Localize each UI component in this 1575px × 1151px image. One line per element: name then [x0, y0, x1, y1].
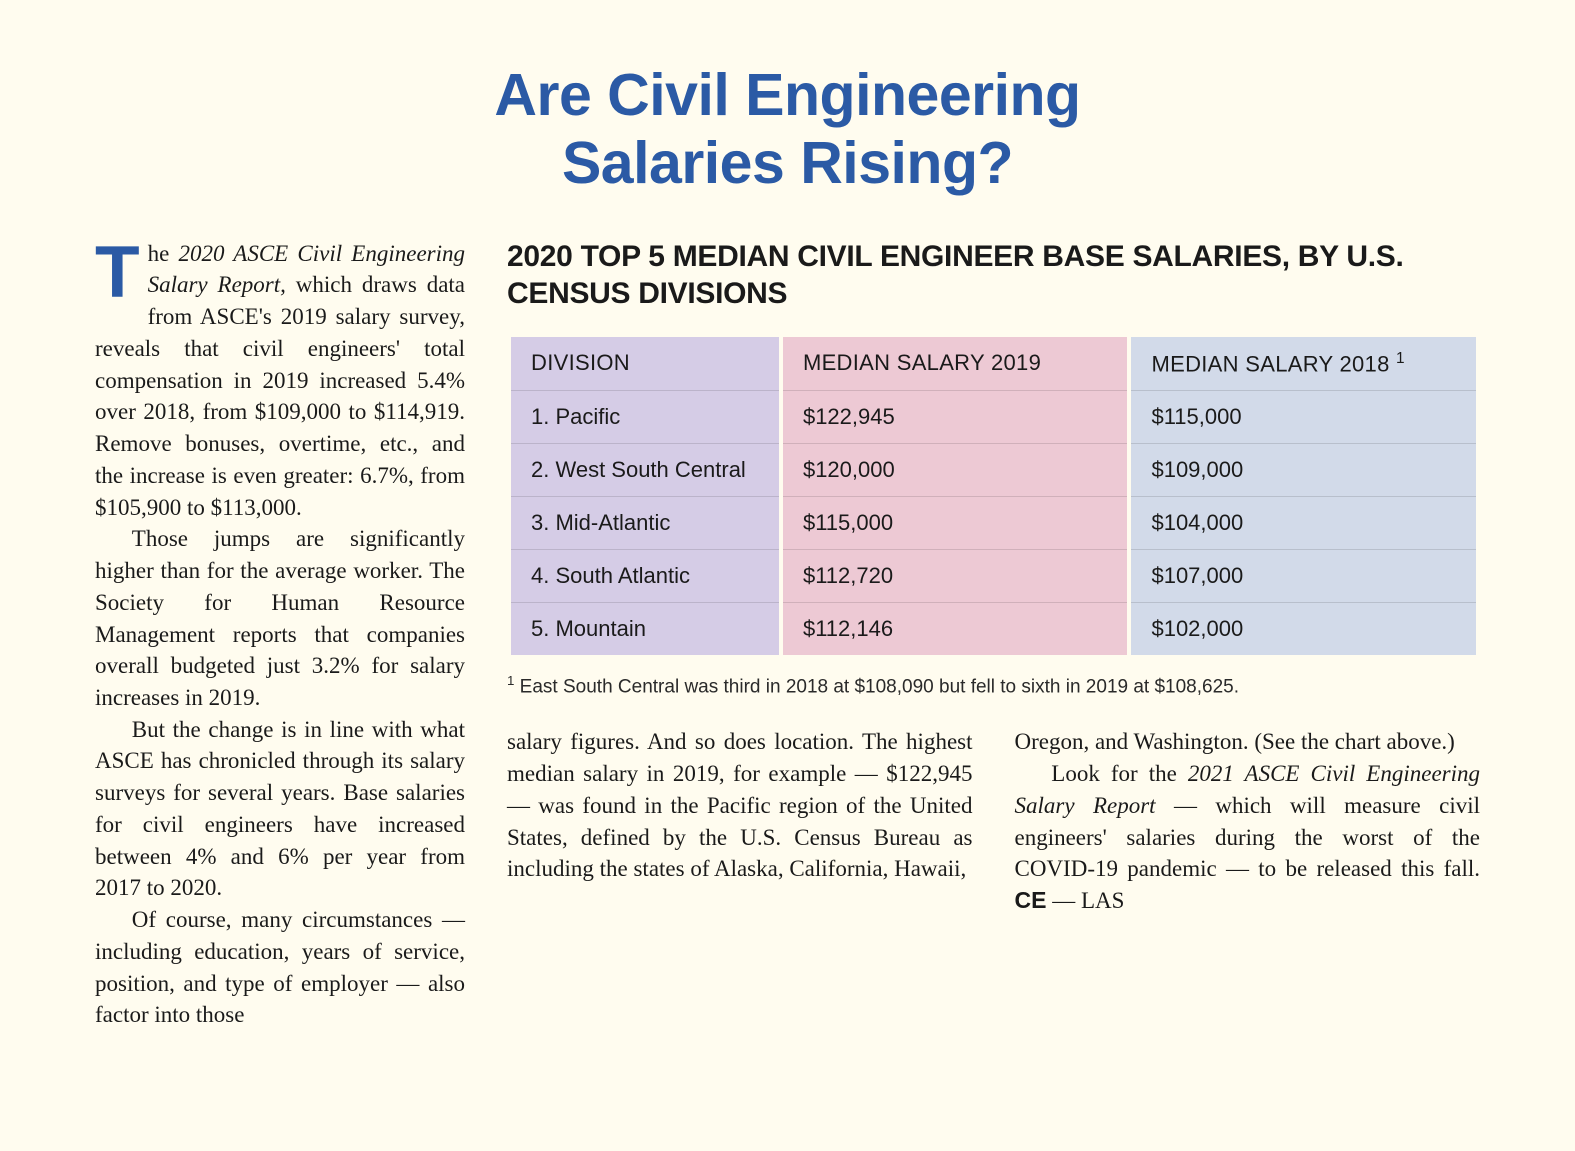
cell-division: 3. Mid-Atlantic [511, 496, 779, 549]
ce-mark: CE [1015, 887, 1047, 913]
paragraph-2: Those jumps are significantly higher tha… [95, 523, 465, 713]
cell-2018: $115,000 [1131, 390, 1476, 443]
cell-division: 5. Mountain [511, 602, 779, 655]
cell-2019: $112,146 [783, 602, 1128, 655]
col-header-2018-text: MEDIAN SALARY 2018 [1151, 351, 1396, 376]
table-row: 1. Pacific $122,945 $115,000 [511, 390, 1476, 443]
table-row: 2. West South Central $120,000 $109,000 [511, 443, 1476, 496]
table-row: 4. South Atlantic $112,720 $107,000 [511, 549, 1476, 602]
cell-2019: $120,000 [783, 443, 1128, 496]
title-line-1: Are Civil Engineering [494, 62, 1080, 128]
cell-2018: $104,000 [1131, 496, 1476, 549]
cell-2018: $107,000 [1131, 549, 1476, 602]
left-column: The 2020 ASCE Civil Engineering Salary R… [95, 238, 465, 1031]
paragraph-4-cont2: Oregon, and Washington. (See the chart a… [1015, 726, 1481, 758]
bottom-columns: salary figures. And so does location. Th… [507, 726, 1480, 916]
table-row: 3. Mid-Atlantic $115,000 $104,000 [511, 496, 1476, 549]
col-header-2019: MEDIAN SALARY 2019 [783, 337, 1128, 390]
cell-division: 2. West South Central [511, 443, 779, 496]
cell-2019: $115,000 [783, 496, 1128, 549]
title-line-2: Salaries Rising? [562, 130, 1013, 196]
cell-2018: $102,000 [1131, 602, 1476, 655]
paragraph-5: Look for the 2021 ASCE Civil Engineering… [1015, 758, 1481, 917]
cell-2019: $112,720 [783, 549, 1128, 602]
cell-2019: $122,945 [783, 390, 1128, 443]
p1-text-a: he [148, 241, 179, 266]
col-header-2018: MEDIAN SALARY 2018 1 [1131, 337, 1476, 390]
article-page: Are Civil Engineering Salaries Rising? T… [0, 0, 1575, 1151]
cell-2018: $109,000 [1131, 443, 1476, 496]
bottom-col-mid: salary figures. And so does location. Th… [507, 726, 973, 916]
table-row: 5. Mountain $112,146 $102,000 [511, 602, 1476, 655]
footnote-text: East South Central was third in 2018 at … [514, 676, 1239, 697]
article-title: Are Civil Engineering Salaries Rising? [95, 62, 1480, 198]
p5-signature: — LAS [1046, 888, 1124, 913]
paragraph-4: Of course, many circumstances — includin… [95, 904, 465, 1031]
table-title: 2020 TOP 5 MEDIAN CIVIL ENGINEER BASE SA… [507, 238, 1480, 313]
right-column: 2020 TOP 5 MEDIAN CIVIL ENGINEER BASE SA… [507, 238, 1480, 1031]
cell-division: 4. South Atlantic [511, 549, 779, 602]
bottom-col-right: Oregon, and Washington. (See the chart a… [1015, 726, 1481, 916]
salary-table: DIVISION MEDIAN SALARY 2019 MEDIAN SALAR… [507, 337, 1480, 655]
p1-text-b: which draws data from ASCE's 2019 salary… [95, 272, 465, 519]
table-footnote: 1 East South Central was third in 2018 a… [507, 673, 1480, 698]
paragraph-4-cont: salary figures. And so does location. Th… [507, 726, 973, 885]
dropcap: T [95, 238, 148, 304]
paragraph-3: But the change is in line with what ASCE… [95, 714, 465, 904]
content-row: The 2020 ASCE Civil Engineering Salary R… [95, 238, 1480, 1031]
cell-division: 1. Pacific [511, 390, 779, 443]
col-header-division: DIVISION [511, 337, 779, 390]
paragraph-1: The 2020 ASCE Civil Engineering Salary R… [95, 238, 465, 524]
table-header-row: DIVISION MEDIAN SALARY 2019 MEDIAN SALAR… [511, 337, 1476, 390]
p5-text-a: Look for the [1051, 761, 1188, 786]
col-header-2018-sup: 1 [1396, 350, 1405, 367]
